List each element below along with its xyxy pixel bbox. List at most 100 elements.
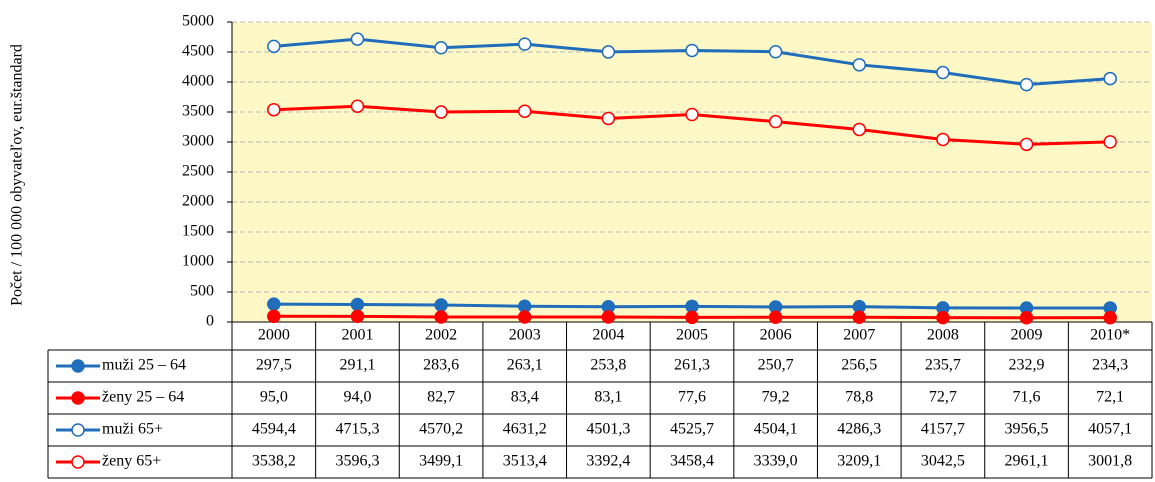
- marker: [434, 41, 448, 55]
- marker: [1103, 71, 1117, 86]
- y-axis-label: Počet / 100 000 obyvateľov, eur.štandard: [9, 44, 26, 306]
- marker: [1019, 310, 1034, 325]
- y-tick-label: 3000: [182, 133, 214, 150]
- legend-label: muži 65+: [102, 421, 163, 438]
- marker: [434, 310, 448, 324]
- legend-marker: [71, 391, 85, 405]
- marker: [852, 122, 867, 137]
- table-value: 4057,1: [1088, 421, 1132, 438]
- legend-marker: [71, 423, 85, 437]
- table-value: 4286,3: [837, 421, 881, 438]
- marker: [1103, 310, 1117, 325]
- marker: [517, 37, 532, 51]
- table-value: 234,3: [1092, 357, 1128, 374]
- table-value: 3042,5: [921, 453, 965, 470]
- table-value: 94,0: [343, 389, 371, 406]
- table-value: 4525,7: [670, 421, 714, 438]
- table-value: 71,6: [1013, 389, 1041, 406]
- table-value: 3499,1: [419, 453, 463, 470]
- legend-label: ženy 65+: [102, 453, 161, 470]
- x-tick-label: 2007: [843, 327, 875, 344]
- table-value: 4501,3: [586, 421, 630, 438]
- table-value: 4570,2: [419, 421, 463, 438]
- x-tick-label: 2005: [676, 327, 708, 344]
- table-value: 3209,1: [837, 453, 881, 470]
- marker: [1019, 137, 1034, 152]
- table-value: 3538,2: [252, 453, 296, 470]
- y-tick-label: 1500: [182, 223, 214, 240]
- marker: [434, 105, 448, 119]
- marker: [517, 310, 532, 324]
- y-tick-label: 0: [206, 313, 214, 330]
- table-value: 4631,2: [503, 421, 547, 438]
- table-value: 3392,4: [586, 453, 630, 470]
- y-tick-label: 4000: [182, 73, 214, 90]
- marker: [267, 309, 281, 324]
- y-tick-label: 5000: [182, 13, 214, 30]
- legend-marker: [71, 359, 85, 373]
- marker: [685, 299, 699, 314]
- marker: [1103, 135, 1117, 149]
- legend-label: ženy 25 – 64: [102, 389, 184, 406]
- table-value: 263,1: [507, 357, 543, 374]
- table-value: 3956,5: [1005, 421, 1049, 438]
- table-value: 3596,3: [335, 453, 379, 470]
- table-value: 291,1: [339, 357, 375, 374]
- table-value: 250,7: [758, 357, 794, 374]
- table-value: 79,2: [762, 389, 790, 406]
- marker: [601, 310, 616, 324]
- table-value: 77,6: [678, 389, 706, 406]
- table-value: 4504,1: [754, 421, 798, 438]
- y-tick-label: 1000: [182, 253, 214, 270]
- marker: [685, 107, 699, 122]
- y-tick-label: 2500: [182, 163, 214, 180]
- table-value: 3513,4: [503, 453, 547, 470]
- marker: [601, 45, 616, 59]
- legend-label: muži 25 – 64: [102, 357, 186, 374]
- x-tick-label: 2001: [341, 327, 373, 344]
- x-tick-label: 2006: [760, 327, 792, 344]
- table-value: 83,4: [511, 389, 539, 406]
- table-value: 3458,4: [670, 453, 714, 470]
- table-value: 3339,0: [754, 453, 798, 470]
- table-value: 261,3: [674, 357, 710, 374]
- y-tick-label: 2000: [182, 193, 214, 210]
- x-tick-label: 2008: [927, 327, 959, 344]
- y-tick-label: 4500: [182, 43, 214, 60]
- marker: [768, 310, 783, 324]
- table-value: 235,7: [925, 357, 961, 374]
- table-value: 253,8: [590, 357, 626, 374]
- marker: [267, 297, 281, 311]
- marker: [852, 310, 867, 325]
- marker: [936, 65, 950, 80]
- marker: [267, 39, 281, 54]
- marker: [517, 104, 532, 118]
- table-value: 297,5: [256, 357, 292, 374]
- table-value: 232,9: [1009, 357, 1045, 374]
- x-tick-label: 2004: [592, 327, 624, 344]
- x-tick-label: 2000: [258, 327, 290, 344]
- table-value: 2961,1: [1005, 453, 1049, 470]
- x-tick-label: 2009: [1011, 327, 1043, 344]
- table-value: 283,6: [423, 357, 459, 374]
- table-value: 4157,7: [921, 421, 965, 438]
- y-tick-label: 500: [190, 283, 214, 300]
- marker: [685, 310, 699, 325]
- marker: [685, 43, 699, 58]
- marker: [768, 45, 783, 59]
- x-tick-label: 2003: [509, 327, 541, 344]
- table-value: 3001,8: [1088, 453, 1132, 470]
- marker: [350, 99, 365, 113]
- marker: [350, 297, 365, 312]
- table-value: 256,5: [841, 357, 877, 374]
- x-tick-label: 2010*: [1090, 327, 1130, 344]
- table-value: 72,7: [929, 389, 957, 406]
- marker: [350, 309, 365, 324]
- table-value: 83,1: [594, 389, 622, 406]
- marker: [852, 58, 867, 72]
- table-value: 4594,4: [252, 421, 296, 438]
- marker: [936, 310, 950, 325]
- legend-marker: [71, 455, 85, 469]
- marker: [267, 102, 281, 117]
